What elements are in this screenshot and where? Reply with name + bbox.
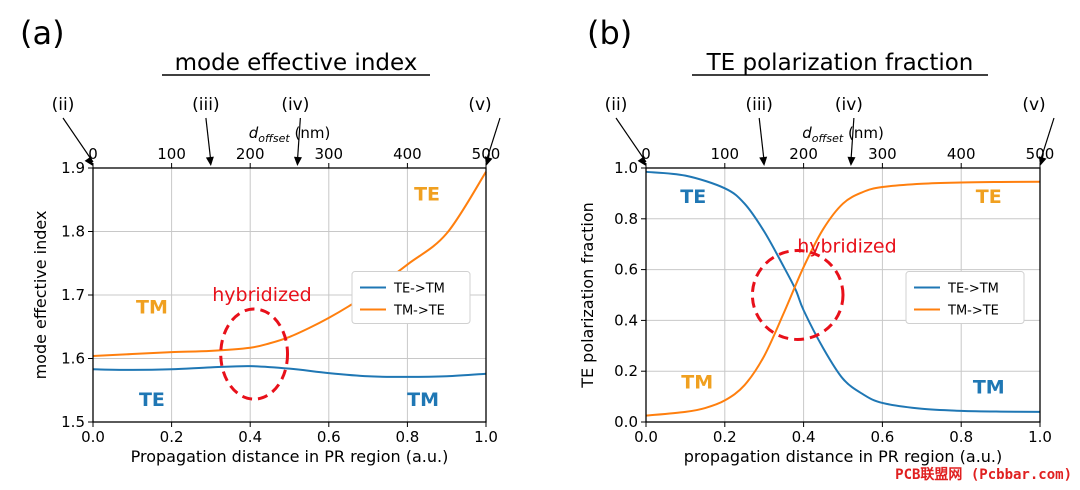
y-tick-label: 1.5 bbox=[61, 413, 85, 431]
marker-label: (ii) bbox=[52, 95, 75, 115]
x-tick-label: 0.0 bbox=[81, 428, 105, 446]
marker-arrow bbox=[1039, 117, 1055, 163]
marker-arrowhead bbox=[484, 156, 493, 166]
top-tick-label: 200 bbox=[236, 145, 265, 163]
y-tick-label: 0.8 bbox=[614, 210, 638, 228]
marker-label: (iv) bbox=[281, 95, 309, 115]
top-tick-label: 100 bbox=[710, 145, 739, 163]
chart-panel-b: (b) TE polarization fraction 0.0 0.2 0.4 0.6 0… bbox=[578, 14, 1055, 466]
marker-arrowhead bbox=[205, 156, 214, 166]
x-tick-label: 0.6 bbox=[870, 428, 894, 446]
top-tick-label: 200 bbox=[789, 145, 818, 163]
y-tick-label: 0.2 bbox=[614, 362, 638, 380]
series-line-tm-te bbox=[92, 171, 487, 357]
top-tick-label: 400 bbox=[947, 145, 976, 163]
y-tick-label: 0.6 bbox=[614, 261, 638, 279]
chart-title: mode effective index bbox=[175, 50, 418, 76]
x-tick-label: 0.2 bbox=[713, 428, 737, 446]
y-axis-label: mode effective index bbox=[31, 211, 50, 380]
marker-label: (v) bbox=[468, 95, 491, 115]
marker-arrow bbox=[615, 117, 647, 163]
x-axis-label: propagation distance in PR region (a.u.) bbox=[684, 447, 1003, 466]
mode-label: TE bbox=[680, 186, 706, 208]
marker-label: (iii) bbox=[192, 95, 219, 115]
x-tick-label: 0.6 bbox=[317, 428, 341, 446]
y-axis-label: TE polarization fraction bbox=[578, 202, 597, 389]
marker-arrow bbox=[296, 117, 301, 163]
y-tick-label: 0.0 bbox=[614, 413, 638, 431]
x-tick-label: 1.0 bbox=[1028, 428, 1052, 446]
marker-arrow bbox=[850, 117, 855, 163]
top-axis-label: doffset (nm) bbox=[802, 124, 884, 145]
top-axis-label: doffset (nm) bbox=[249, 124, 331, 145]
y-tick-label: 0.4 bbox=[614, 311, 638, 329]
panel-label: (b) bbox=[587, 14, 632, 52]
x-tick-label: 0.2 bbox=[160, 428, 184, 446]
mode-label: TM bbox=[973, 377, 1005, 399]
series-line-te-tm bbox=[645, 170, 1041, 413]
x-tick-label: 0.8 bbox=[395, 428, 419, 446]
legend-entry: TM->TE bbox=[393, 304, 445, 319]
marker-arrowhead bbox=[759, 156, 768, 166]
hybridized-circle bbox=[219, 307, 290, 401]
marker-arrow bbox=[485, 117, 501, 163]
marker-label: (iii) bbox=[745, 95, 772, 115]
marker-arrow bbox=[205, 117, 212, 163]
x-tick-label: 0.4 bbox=[792, 428, 816, 446]
x-tick-label: 0.0 bbox=[634, 428, 658, 446]
chart-panel-a: (a) mode effective index 0.0 0.2 0.4 0.6 0.8 1.… bbox=[20, 14, 501, 466]
y-tick-label: 1.8 bbox=[61, 223, 85, 241]
panel-label: (a) bbox=[20, 14, 65, 52]
y-tick-label: 1.0 bbox=[614, 159, 638, 177]
marker-arrowhead bbox=[637, 156, 646, 166]
marker-label: (iv) bbox=[835, 95, 863, 115]
hybridized-label: hybridized bbox=[797, 236, 897, 258]
watermark: PCB联盟网 (Pcbbar.com) bbox=[895, 467, 1072, 483]
legend: TE->TM TM->TE bbox=[351, 271, 471, 325]
top-tick-label: 400 bbox=[393, 145, 422, 163]
legend-entry: TE->TM bbox=[393, 282, 445, 297]
top-tick-label: 300 bbox=[868, 145, 897, 163]
plot-frame bbox=[645, 167, 1041, 423]
x-tick-label: 0.4 bbox=[238, 428, 262, 446]
chart-title: TE polarization fraction bbox=[706, 50, 974, 76]
top-tick-label: 0 bbox=[641, 145, 651, 163]
y-tick-label: 1.6 bbox=[61, 350, 85, 368]
mode-label: TE bbox=[976, 186, 1002, 208]
series-line-te-tm bbox=[92, 365, 487, 378]
marker-arrowhead bbox=[847, 156, 856, 166]
marker-arrow bbox=[62, 117, 94, 163]
top-tick-label: 500 bbox=[1026, 145, 1055, 163]
mode-label: TM bbox=[136, 297, 168, 319]
plot-frame bbox=[92, 167, 487, 423]
x-tick-label: 0.8 bbox=[949, 428, 973, 446]
x-axis-label: Propagation distance in PR region (a.u.) bbox=[131, 447, 449, 466]
mode-label: TE bbox=[414, 184, 440, 206]
legend-entry: TE->TM bbox=[947, 282, 999, 297]
mode-label: TE bbox=[139, 389, 165, 411]
marker-label: (v) bbox=[1022, 95, 1045, 115]
series-line-tm-te bbox=[645, 180, 1041, 417]
x-tick-label: 1.0 bbox=[474, 428, 498, 446]
mode-label: TM bbox=[407, 389, 439, 411]
y-tick-label: 1.7 bbox=[61, 286, 85, 304]
top-tick-label: 300 bbox=[314, 145, 343, 163]
marker-label: (ii) bbox=[605, 95, 628, 115]
top-tick-label: 500 bbox=[472, 145, 501, 163]
marker-arrowhead bbox=[84, 156, 93, 166]
top-tick-label: 0 bbox=[88, 145, 98, 163]
marker-arrow bbox=[758, 117, 765, 163]
legend-entry: TM->TE bbox=[947, 304, 999, 319]
marker-arrowhead bbox=[1038, 156, 1047, 166]
top-tick-label: 100 bbox=[157, 145, 186, 163]
legend: TE->TM TM->TE bbox=[905, 271, 1025, 325]
y-tick-label: 1.9 bbox=[61, 159, 85, 177]
marker-arrowhead bbox=[293, 156, 302, 166]
mode-label: TM bbox=[681, 372, 713, 394]
hybridized-circle bbox=[750, 249, 845, 341]
hybridized-label: hybridized bbox=[212, 284, 312, 306]
